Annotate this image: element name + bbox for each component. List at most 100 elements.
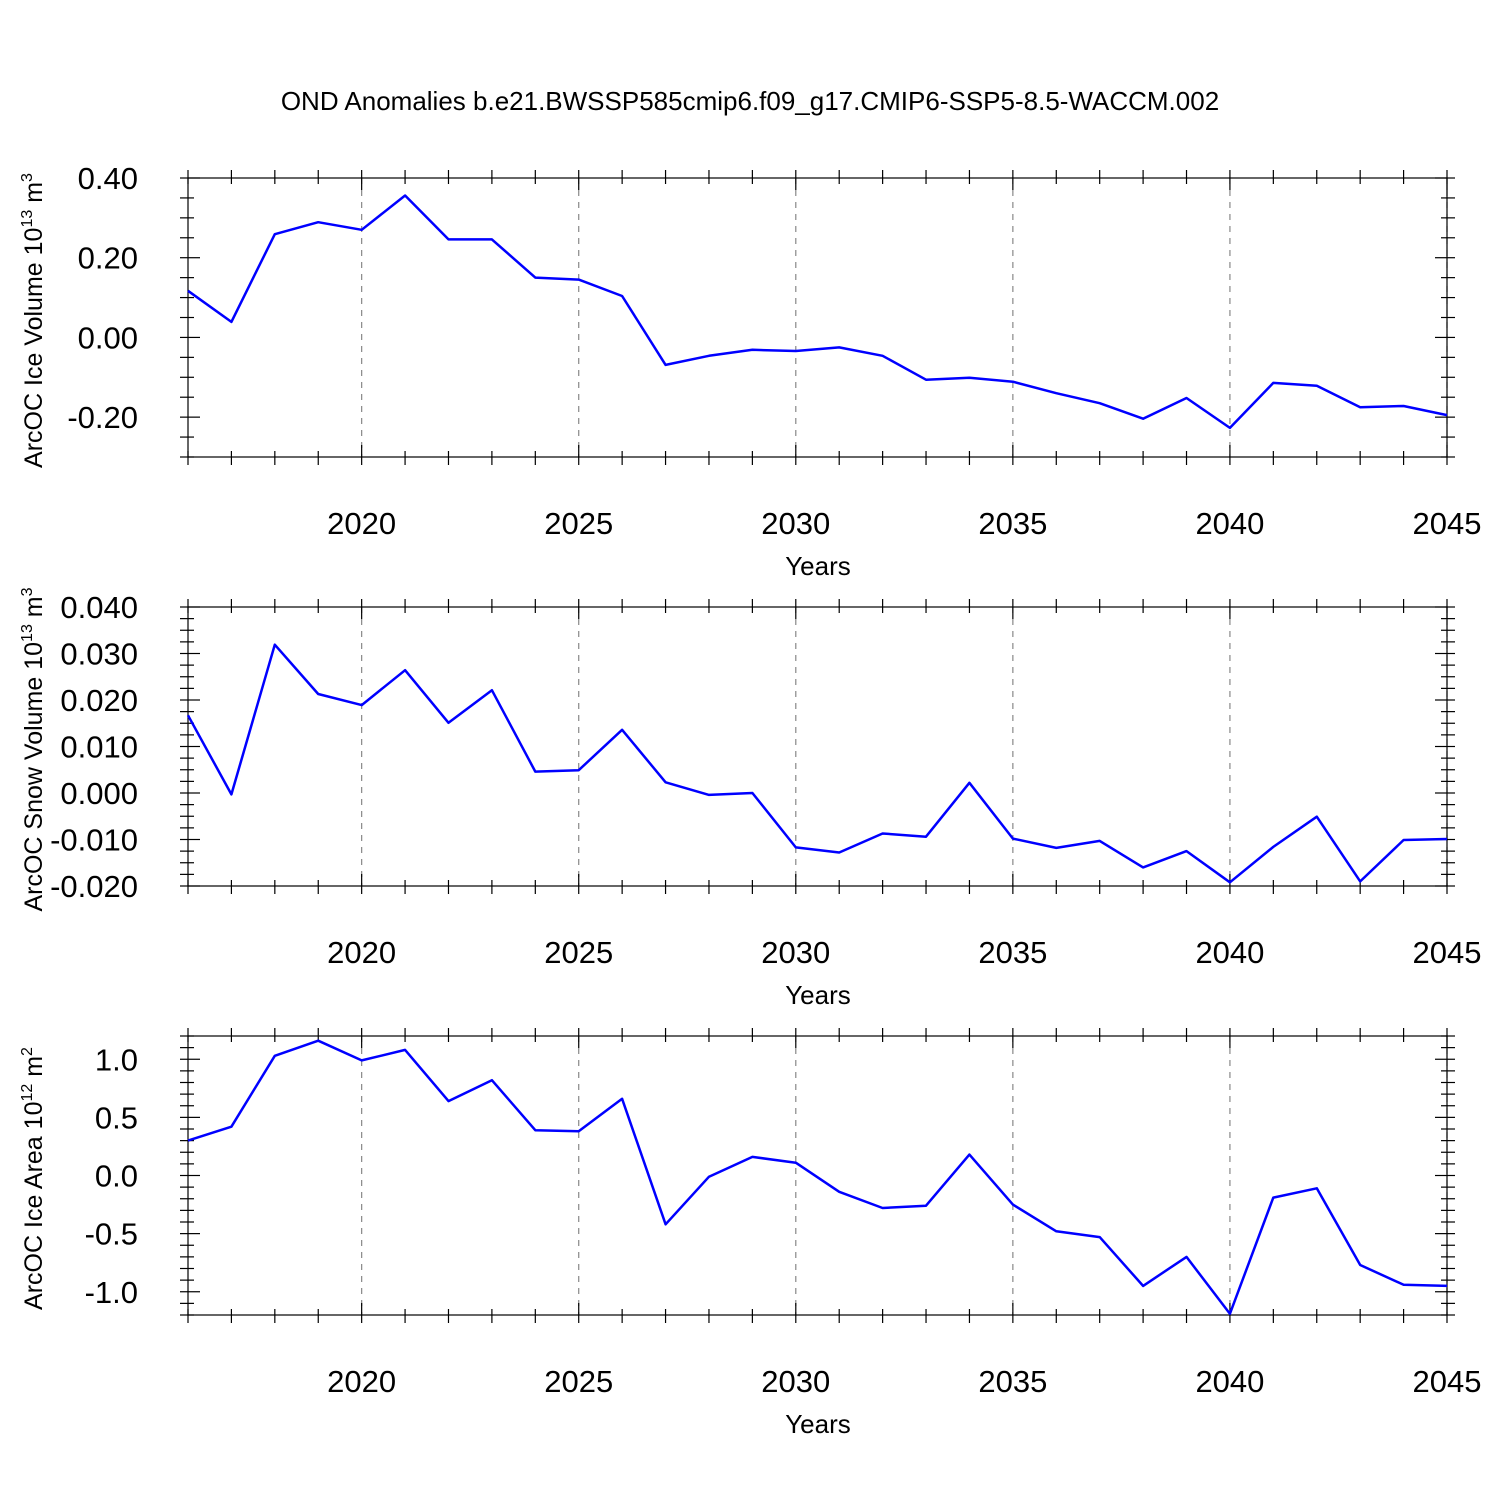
panel-3-data-point [447,1100,449,1102]
panel-3-data-point [187,1139,189,1141]
panel-2-xtick-label: 2025 [544,935,613,970]
panel-1-data-point [404,194,406,196]
panel-1-data-point [751,349,753,351]
panel-3-ytick-label: 1.0 [95,1042,138,1077]
panel-3-data-point [708,1175,710,1177]
chart-title: OND Anomalies b.e21.BWSSP585cmip6.f09_g1… [281,86,1219,116]
panel-3-data-point [317,1039,319,1041]
panel-1-x-axis-label: Years [785,551,851,581]
panel-3-xtick-label: 2025 [544,1364,613,1399]
panel-3-data-point [360,1059,362,1061]
panel-3-data-point [751,1156,753,1158]
panel-1-data-point [968,376,970,378]
panel-2-x-axis-label: Years [785,980,851,1010]
panel-2-series-line [186,643,1448,884]
panel-3-ytick-label: -0.5 [85,1217,138,1252]
panel-3-data-point [1359,1264,1361,1266]
panel-2-data-point [1055,847,1057,849]
panel-2-xtick-label: 2040 [1195,935,1264,970]
panel-1-data-point [1316,384,1318,386]
panel-1-data-point [491,238,493,240]
panel-3-series-line [187,1039,1448,1316]
panel-1-xtick-label: 2030 [761,506,830,541]
panel-3-xtick-label: 2040 [1195,1364,1264,1399]
panel-3-data-point [1055,1230,1057,1232]
panel-1-data-point [447,238,449,240]
panel-1-data-point [187,290,189,292]
panel-1-data-point [838,346,840,348]
panel-3-ytick-label: 0.5 [95,1100,138,1135]
panel-3-data-point [1098,1236,1100,1238]
panel-2-data-point [708,794,710,796]
panel-1-data-point [1012,380,1014,382]
panel-1-ytick-label: 0.00 [78,320,138,355]
panel-2-data-point [1316,816,1318,818]
panel-3-data-point [534,1129,536,1131]
panel-1-ytick-label: -0.20 [67,400,138,435]
panel-1-series-line [187,194,1448,430]
panel-1-data-point [925,378,927,380]
panel-3-data-point [404,1049,406,1051]
panel-2-data-point [187,714,189,716]
panel-1-data-point [1359,406,1361,408]
panel-3-data-point [881,1207,883,1209]
panel-1-data-point [274,233,276,235]
panel-1-xtick-label: 2020 [327,506,396,541]
panel-1-xtick-label: 2045 [1413,506,1482,541]
panel-2: 0.040 0.030 0.020 0.010 0.000 -0.010 -0.020 202… [19,587,1481,1010]
panel-2-xtick-label: 2020 [327,935,396,970]
panel-3-data-point [621,1098,623,1100]
panel-2-data-point [534,770,536,772]
panel-3-data-point [968,1153,970,1155]
panel-3-data-point [1185,1256,1187,1258]
panel-2-xtick-label: 2035 [978,935,1047,970]
panel-3-data-point [838,1191,840,1193]
panel-1-data-point [1098,402,1100,404]
panel-2-data-point [1402,839,1404,841]
panel-3-data-point [925,1205,927,1207]
panel-2-data-point [491,689,493,691]
panel-2-data-point [404,669,406,671]
panel-2-data-point [317,693,319,695]
panel-1-xtick-label: 2025 [544,506,613,541]
panel-2-ytick-label: 0.030 [60,637,138,672]
panel-3-ytick-label: -1.0 [85,1275,138,1310]
panel-2-data-point [1142,866,1144,868]
panel-2-data-point [1229,881,1231,883]
panel-1-xtick-label: 2035 [978,506,1047,541]
chart-panels: 0.40 0.20 0.00 -0.20 2020 2025 2030 2035 2040 204… [19,161,1481,1439]
panel-1-data-point [1402,405,1404,407]
panel-2-xtick-label: 2045 [1413,935,1482,970]
panel-3-data-point [1446,1285,1448,1287]
panel-2-data-point [230,793,232,795]
panel-2-data-point [621,729,623,731]
panel-2-data-point [751,792,753,794]
panel-3-data-point [1142,1285,1144,1287]
panel-1-ytick-label: 0.40 [78,161,138,196]
panel-2-data-point [925,836,927,838]
panel-2-data-point [447,722,449,724]
panel-3-x-axis-label: Years [785,1409,851,1439]
panel-2-data-point [1098,840,1100,842]
panel-1-data-point [795,350,797,352]
panel-1-data-point [534,276,536,278]
panel-1-data-point [1055,392,1057,394]
panel-2-ytick-label: 0.040 [60,590,138,625]
panel-1-y-axis-label: ArcOC Ice Volume 1013 m3 [19,173,48,468]
panel-2-data-point [578,769,580,771]
panel-3-xtick-label: 2035 [978,1364,1047,1399]
panel-3-ytick-label: 0.0 [95,1159,138,1194]
panel-1: 0.40 0.20 0.00 -0.20 2020 2025 2030 2035 2040 204… [19,161,1481,581]
panel-2-data-point [1272,846,1274,848]
panel-2-data-point [274,643,276,645]
panel-3-data-point [1272,1196,1274,1198]
panel-1-data-point [621,295,623,297]
panel-1-data-point [881,355,883,357]
panel-1-data-point [1446,414,1448,416]
panel-3-data-point [230,1125,232,1127]
panel-2-data-point [360,704,362,706]
panel-3: 1.0 0.5 0.0 -0.5 -1.0 2020 2025 2030 2035 2040 204… [19,1028,1481,1439]
panel-1-data-point [1229,427,1231,429]
panel-3-data-point [1229,1313,1231,1315]
